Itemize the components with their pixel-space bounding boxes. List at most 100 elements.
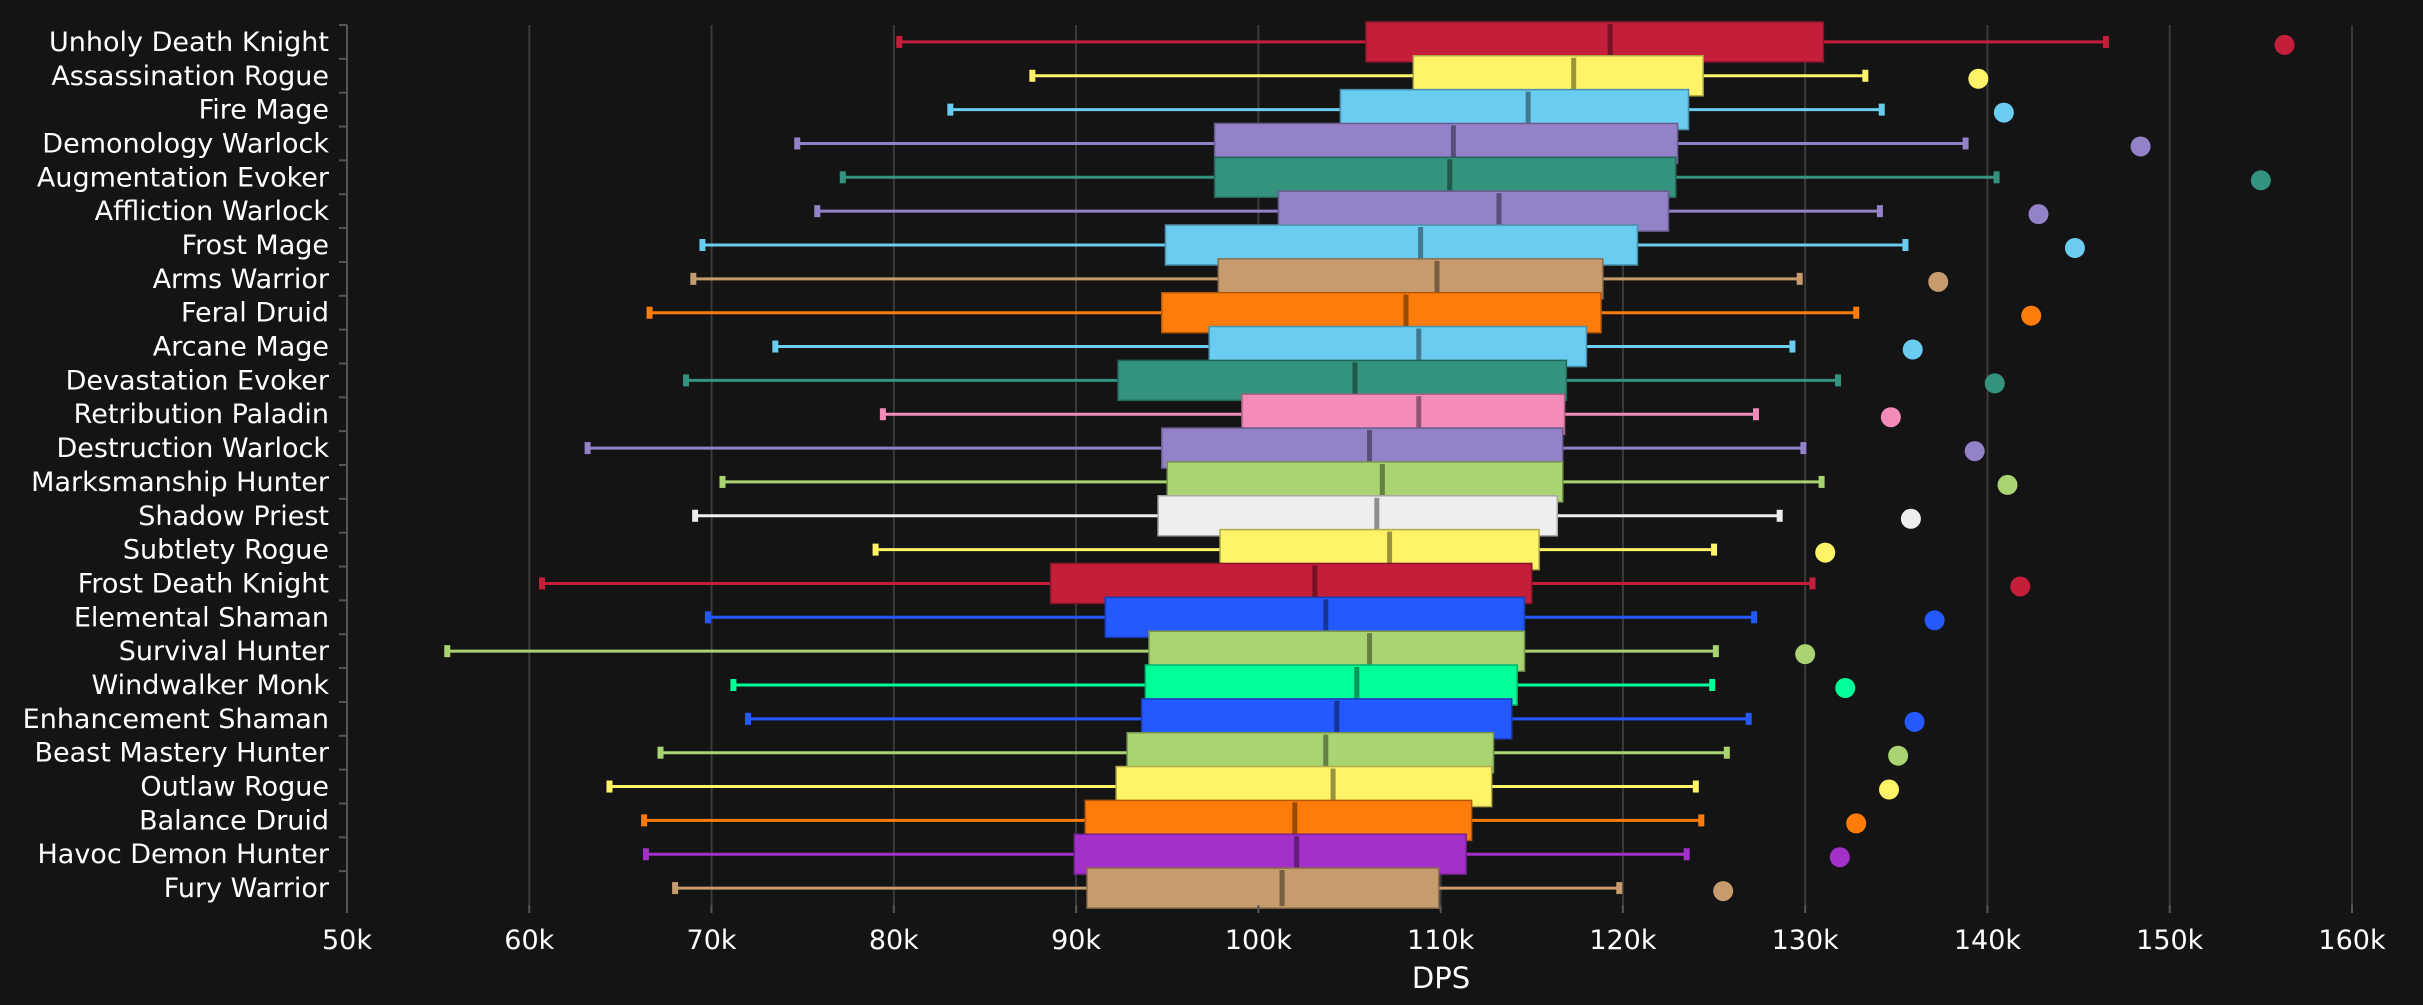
whisker-cap-low bbox=[646, 306, 653, 319]
y-tick-label: Beast Mastery Hunter bbox=[34, 738, 329, 769]
y-tick-label: Demonology Warlock bbox=[42, 128, 329, 159]
median-line bbox=[1334, 700, 1340, 737]
x-tick-label: 130k bbox=[1772, 925, 1840, 956]
whisker-cap-low bbox=[879, 408, 886, 421]
whisker-cap-high bbox=[1692, 780, 1699, 793]
x-axis-label: DPS bbox=[1412, 961, 1470, 995]
whisker-cap-low bbox=[872, 543, 879, 556]
y-tick-label: Outlaw Rogue bbox=[140, 772, 329, 803]
whisker-cap-low bbox=[692, 509, 699, 522]
whisker-cap-low bbox=[814, 205, 821, 218]
outlier-point bbox=[1904, 711, 1925, 732]
whisker-cap-high bbox=[1698, 814, 1705, 827]
whisker-cap-low bbox=[683, 374, 690, 387]
y-tick-label: Frost Mage bbox=[182, 230, 329, 261]
whisker-cap-low bbox=[745, 712, 751, 725]
y-tick-label: Shadow Priest bbox=[138, 501, 329, 532]
outlier-point bbox=[1713, 881, 1734, 902]
whisker-cap-high bbox=[1993, 171, 2000, 184]
whisker-cap-low bbox=[896, 35, 903, 48]
whisker-cap-low bbox=[794, 137, 801, 150]
whisker-cap-high bbox=[1878, 103, 1885, 116]
whisker-cap-low bbox=[839, 171, 846, 184]
whisker-cap-high bbox=[1751, 611, 1758, 624]
x-tick-label: 110k bbox=[1407, 925, 1475, 956]
median-line bbox=[1450, 125, 1456, 162]
whisker-cap-high bbox=[1711, 543, 1718, 556]
median-line bbox=[1354, 667, 1360, 703]
outlier-point bbox=[1846, 813, 1867, 834]
gridlines bbox=[528, 25, 2353, 905]
median-line bbox=[1294, 836, 1300, 873]
x-axis: 50k 60k 70k 80k 90k 100k 110k 120k 130k 140k 150k 1… bbox=[322, 905, 2386, 956]
whisker-cap-high bbox=[1712, 645, 1719, 658]
y-tick-label: Assassination Rogue bbox=[51, 61, 329, 92]
whisker-cap-high bbox=[1723, 746, 1730, 759]
median-line bbox=[1447, 159, 1453, 196]
median-line bbox=[1525, 91, 1531, 128]
x-tick-label: 120k bbox=[1589, 925, 1657, 956]
outlier-point bbox=[1795, 644, 1816, 665]
outlier-point bbox=[1928, 271, 1949, 292]
y-tick-label: Survival Hunter bbox=[119, 636, 330, 667]
x-tick-label: 150k bbox=[2136, 925, 2204, 956]
median-line bbox=[1496, 193, 1502, 230]
median-line bbox=[1374, 497, 1380, 534]
outlier-point bbox=[1835, 678, 1856, 698]
median-line bbox=[1379, 463, 1385, 500]
median-line bbox=[1279, 870, 1285, 907]
y-tick-label: Augmentation Evoker bbox=[37, 162, 330, 193]
whisker-cap-high bbox=[1789, 340, 1796, 353]
y-tick-label: Windwalker Monk bbox=[91, 670, 329, 701]
whisker-cap-high bbox=[1796, 272, 1803, 285]
outlier-point bbox=[2064, 238, 2085, 258]
outlier-point bbox=[2250, 170, 2271, 191]
whisker-cap-high bbox=[2102, 35, 2109, 48]
y-tick-label: Arcane Mage bbox=[153, 332, 329, 363]
whisker-cap-high bbox=[1616, 882, 1623, 895]
whisker-cap-high bbox=[1809, 577, 1816, 590]
whisker-cap-high bbox=[1876, 205, 1883, 218]
outlier-point bbox=[1924, 610, 1945, 631]
whisker-cap-low bbox=[704, 611, 711, 624]
median-line bbox=[1434, 260, 1440, 297]
y-tick-label: Enhancement Shaman bbox=[23, 704, 329, 735]
median-line bbox=[1330, 768, 1336, 805]
outlier-point bbox=[2010, 576, 2031, 597]
y-tick-label: Unholy Death Knight bbox=[49, 27, 329, 58]
whisker-cap-low bbox=[690, 272, 697, 285]
x-tick-label: 50k bbox=[322, 925, 372, 956]
y-tick-label: Frost Death Knight bbox=[78, 568, 329, 599]
y-tick-label: Subtlety Rogue bbox=[123, 535, 329, 566]
median-line bbox=[1403, 294, 1409, 331]
median-line bbox=[1323, 734, 1329, 771]
whisker-cap-high bbox=[1834, 374, 1841, 387]
median-line bbox=[1418, 227, 1424, 263]
whisker-cap-low bbox=[657, 746, 664, 759]
whisker-cap-low bbox=[730, 679, 737, 691]
whisker-cap-low bbox=[641, 814, 648, 827]
whisker-cap-low bbox=[444, 645, 451, 658]
box-row bbox=[794, 122, 2151, 165]
whisker-cap-high bbox=[1776, 509, 1783, 522]
whisker-cap-low bbox=[606, 780, 613, 793]
y-tick-label: Affliction Warlock bbox=[95, 196, 330, 227]
median-line bbox=[1416, 328, 1422, 365]
x-tick-label: 140k bbox=[1954, 925, 2022, 956]
median-line bbox=[1367, 430, 1373, 467]
y-tick-label: Elemental Shaman bbox=[74, 602, 329, 633]
box-row bbox=[672, 867, 1734, 909]
whisker-cap-high bbox=[1818, 475, 1825, 488]
y-tick-label: Fire Mage bbox=[199, 95, 329, 126]
y-tick-label: Havoc Demon Hunter bbox=[37, 839, 329, 870]
outlier-point bbox=[2274, 34, 2295, 55]
y-tick-label: Fury Warrior bbox=[164, 873, 330, 904]
outlier-point bbox=[1997, 474, 2018, 495]
median-line bbox=[1292, 802, 1298, 839]
whisker-cap-low bbox=[719, 475, 726, 488]
whisker-cap-low bbox=[539, 577, 546, 590]
outlier-point bbox=[1888, 745, 1909, 766]
x-tick-label: 60k bbox=[504, 925, 554, 956]
